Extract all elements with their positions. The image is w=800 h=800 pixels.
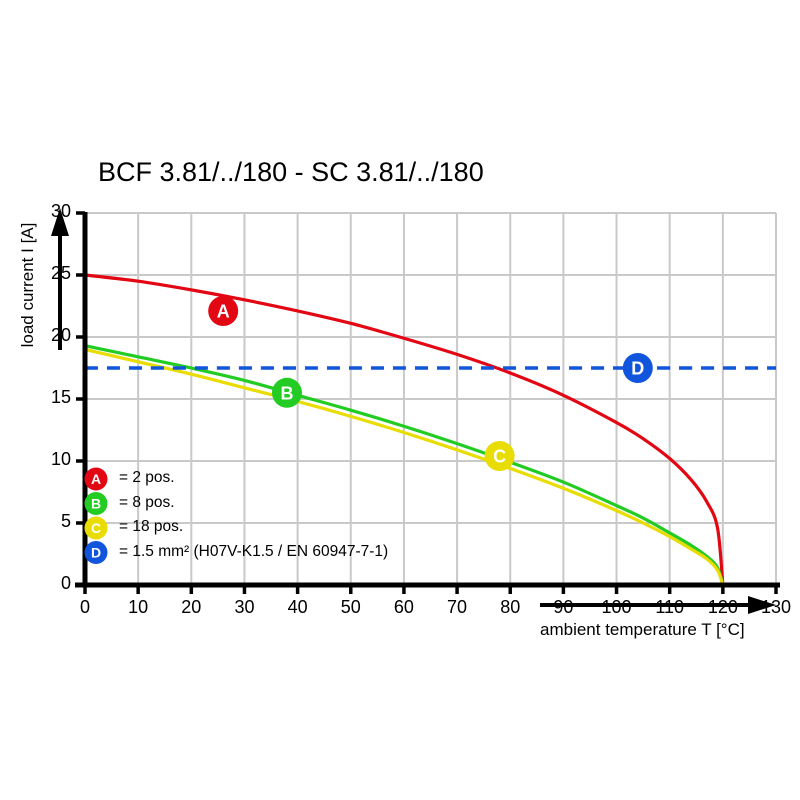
x-axis-tick-label: 90 — [553, 597, 574, 617]
y-axis-tick-label: 20 — [50, 325, 71, 345]
y-axis-tick-label: 10 — [50, 449, 71, 469]
x-axis-tick-label: 130 — [760, 597, 792, 617]
legend-item-label-B: = 8 pos. — [119, 493, 175, 511]
x-axis-tick-label: 10 — [128, 597, 149, 617]
y-axis-tick-label: 0 — [60, 573, 71, 593]
legend-marker-B[interactable] — [84, 492, 108, 515]
x-axis-arrow-head — [748, 596, 776, 614]
y-axis-arrow-head — [51, 208, 69, 236]
x-axis-tick-label: 20 — [181, 597, 202, 617]
series-line-C — [83, 347, 725, 587]
data-marker-A[interactable] — [208, 295, 239, 326]
data-marker-label-B: B — [280, 383, 293, 403]
x-axis-tick-label: 60 — [393, 597, 414, 617]
legend-marker-A[interactable] — [84, 467, 108, 491]
x-axis-tick-label: 80 — [500, 597, 521, 617]
x-axis-tick-label: 0 — [79, 597, 90, 617]
data-marker-label-A: A — [217, 301, 230, 321]
y-axis-tick-label: 5 — [60, 511, 71, 531]
x-axis-tick-label: 50 — [340, 597, 361, 617]
x-axis-tick-label: 100 — [601, 597, 632, 617]
x-axis-tick-label: 40 — [287, 597, 308, 617]
legend-marker-label-B: B — [91, 496, 101, 512]
data-marker-C[interactable] — [484, 441, 515, 472]
data-marker-label-D: D — [631, 359, 644, 379]
x-axis-title: ambient temperature T [°C] — [540, 620, 745, 639]
x-axis-tick-label: 120 — [707, 597, 738, 617]
series-line-A — [83, 273, 725, 587]
x-axis-tick-label: 30 — [234, 597, 255, 617]
y-axis-tick-label: 15 — [50, 387, 71, 407]
legend-marker-D[interactable] — [84, 541, 108, 564]
legend-marker-label-C: C — [91, 520, 101, 536]
legend-item-label-C: = 18 pos. — [119, 518, 184, 535]
legend-marker-label-D: D — [91, 545, 101, 561]
legend-marker-label-A: A — [91, 471, 101, 487]
y-axis-tick-label: 25 — [50, 263, 71, 283]
data-marker-B[interactable] — [271, 377, 302, 408]
data-marker-D[interactable] — [622, 353, 653, 383]
legend-item-label-A: = 2 pos. — [119, 469, 175, 486]
x-axis-tick-label: 110 — [655, 597, 685, 617]
page-title: BCF 3.81/../180 - SC 3.81/../180 — [98, 157, 484, 187]
legend-item-label-D: = 1.5 mm² (H07V-K1.5 / EN 60947-7-1) — [119, 542, 389, 560]
y-axis-tick-label: 30 — [50, 201, 71, 221]
x-axis-tick-label: 70 — [447, 597, 468, 617]
data-marker-label-C: C — [493, 447, 506, 467]
legend-marker-C[interactable] — [84, 516, 108, 540]
